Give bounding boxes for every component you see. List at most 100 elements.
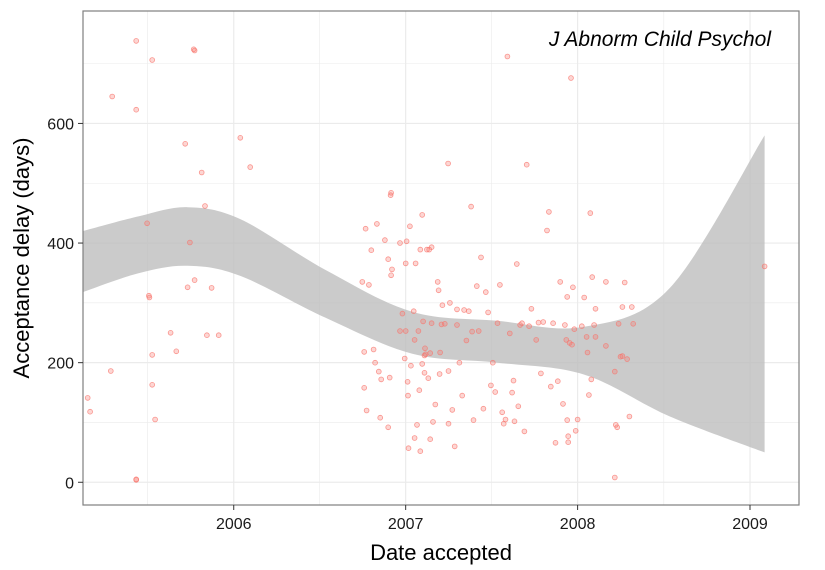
- scatter-point: [445, 160, 451, 167]
- scatter-point: [502, 416, 509, 423]
- scatter-point: [469, 328, 475, 335]
- scatter-point: [565, 439, 571, 446]
- scatter-point: [497, 282, 503, 288]
- scatter-point: [592, 334, 599, 340]
- scatter-point: [619, 304, 626, 310]
- scatter-point: [523, 161, 530, 168]
- scatter-point: [184, 284, 191, 291]
- x-tick-label: 2006: [216, 516, 252, 533]
- scatter-point: [402, 328, 409, 334]
- scatter-point: [389, 266, 395, 273]
- scatter-point: [568, 75, 574, 81]
- scatter-point: [359, 279, 366, 285]
- scatter-point: [182, 141, 189, 147]
- scatter-point: [589, 274, 595, 280]
- scatter-point: [149, 352, 156, 358]
- scatter-point: [146, 294, 153, 301]
- scatter-point: [388, 272, 394, 279]
- gridlines: [83, 11, 799, 505]
- scatter-point: [454, 322, 460, 328]
- plot-panel-border: [82, 10, 800, 506]
- scatter-point: [375, 368, 382, 375]
- scatter-point: [366, 282, 372, 288]
- scatter-point: [416, 387, 423, 394]
- scatter-point: [417, 246, 424, 253]
- scatter-point: [87, 408, 93, 415]
- scatter-point: [459, 392, 466, 399]
- scatter-points: [84, 38, 768, 483]
- scatter-point: [411, 337, 418, 343]
- scatter-point: [557, 279, 563, 285]
- scatter-point: [204, 332, 210, 339]
- scatter-point: [420, 318, 426, 325]
- scatter-point: [191, 47, 198, 54]
- scatter-point: [492, 389, 499, 395]
- scatter-point: [435, 287, 442, 294]
- x-tick-label: 2007: [388, 516, 424, 533]
- scatter-point: [614, 424, 620, 431]
- scatter-point: [564, 294, 570, 300]
- scatter-point: [405, 445, 412, 452]
- scatter-point: [84, 395, 91, 401]
- scatter-point: [187, 239, 193, 246]
- scatter-point: [538, 370, 544, 377]
- scatter-point: [488, 382, 494, 389]
- scatter-point: [425, 375, 432, 382]
- scatter-point: [603, 279, 609, 285]
- scatter-point: [436, 371, 443, 377]
- scatter-point: [552, 439, 559, 446]
- scatter-point: [447, 300, 453, 306]
- scatter-point: [478, 254, 484, 261]
- scatter-point: [370, 346, 377, 353]
- y-tick-label: 600: [47, 116, 74, 133]
- scatter-point: [411, 435, 418, 441]
- scatter-point: [506, 330, 513, 337]
- scatter-point: [385, 424, 392, 431]
- scatter-point: [533, 337, 539, 343]
- scatter-point: [133, 38, 140, 44]
- scatter-point: [247, 164, 254, 170]
- scatter-point: [584, 349, 591, 356]
- scatter-point: [463, 337, 470, 344]
- scatter-point: [570, 284, 576, 291]
- scatter-point: [434, 279, 441, 285]
- scatter-point: [173, 348, 180, 355]
- scatter-point: [432, 401, 439, 408]
- scatter-point: [540, 319, 546, 325]
- scatter-point: [630, 320, 636, 327]
- scatter-point: [377, 414, 384, 421]
- scatter-point: [571, 326, 578, 333]
- scatter-point: [619, 353, 626, 359]
- scatter-point: [382, 237, 388, 243]
- scatter-point: [198, 169, 205, 176]
- scatter-point: [427, 436, 434, 443]
- scatter-point: [628, 304, 635, 310]
- scatter-point: [208, 285, 215, 291]
- scatter-point: [385, 256, 392, 263]
- scatter-point: [445, 420, 452, 427]
- scatter-point: [407, 223, 413, 230]
- scatter-point: [368, 247, 375, 254]
- scatter-point: [133, 477, 140, 483]
- scatter-point: [560, 401, 566, 407]
- scatter-point: [108, 368, 114, 374]
- scatter-point: [386, 374, 393, 381]
- scatter-point: [133, 106, 140, 113]
- scatter-point: [485, 309, 491, 316]
- scatter-point: [499, 409, 506, 416]
- scatter-point: [451, 443, 458, 450]
- scatter-point: [494, 320, 501, 327]
- scatter-point: [191, 277, 198, 283]
- scatter-point: [378, 376, 385, 383]
- scatter-point: [449, 407, 456, 413]
- scatter-point: [564, 417, 570, 423]
- scatter-point: [374, 221, 380, 227]
- scatter-point: [404, 378, 411, 385]
- scatter-point: [510, 377, 517, 384]
- y-tick-label: 400: [47, 236, 74, 253]
- scatter-point: [430, 419, 436, 425]
- scatter-point: [372, 359, 378, 366]
- scatter-point: [403, 238, 410, 245]
- scatter-point: [363, 407, 370, 414]
